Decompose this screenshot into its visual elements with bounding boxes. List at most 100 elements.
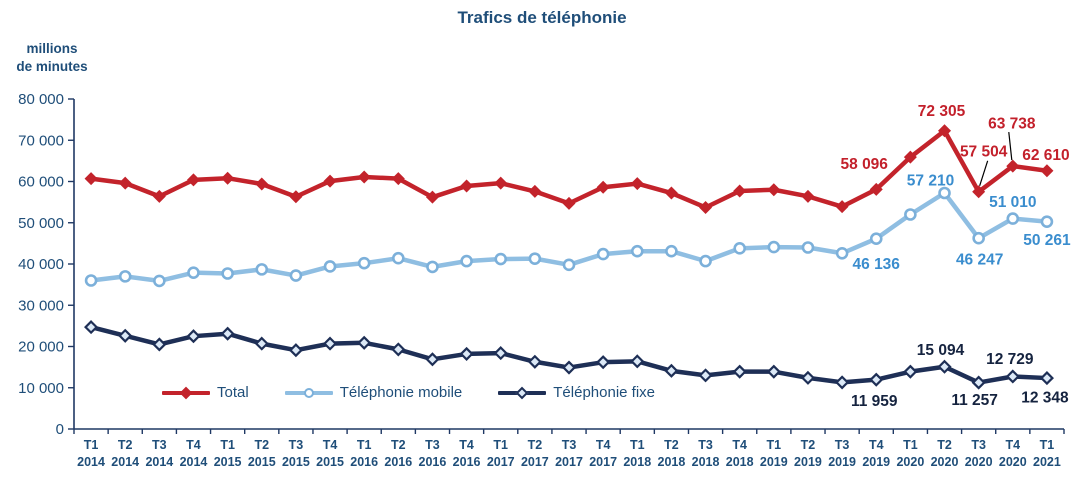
legend-item-total: Total — [162, 384, 249, 401]
data-point — [392, 251, 405, 265]
data-point — [84, 320, 99, 335]
data-point-label: 46 136 — [853, 256, 901, 273]
data-point — [1040, 164, 1054, 178]
data-point — [460, 179, 474, 193]
x-tick-year-label: 2015 — [282, 455, 310, 469]
y-tick-label: 70 000 — [18, 132, 64, 149]
total-line-swatch — [162, 386, 210, 399]
x-tick-year-label: 2016 — [453, 455, 481, 469]
data-point — [425, 190, 439, 204]
x-tick-quarter-label: T3 — [152, 438, 167, 452]
data-point — [357, 256, 371, 270]
data-point-label: 11 959 — [851, 393, 898, 410]
x-tick-year-label: 2020 — [999, 455, 1027, 469]
data-point-label: 12 729 — [986, 351, 1034, 368]
legend-label-fixe: Téléphonie fixe — [553, 384, 655, 401]
data-point — [665, 244, 678, 258]
data-point — [800, 370, 816, 385]
data-point-label: 12 348 — [1021, 390, 1069, 407]
data-point — [835, 200, 849, 214]
x-tick-year-label: 2017 — [521, 455, 549, 469]
data-point — [528, 184, 542, 198]
mobile-circle-marker-icon — [303, 387, 314, 398]
data-point — [186, 329, 201, 344]
data-point — [494, 176, 508, 190]
data-point — [221, 267, 234, 280]
data-point — [323, 260, 337, 273]
data-point — [391, 172, 405, 186]
x-tick-year-label: 2017 — [589, 455, 617, 469]
x-tick-quarter-label: T1 — [84, 438, 99, 452]
fixe-line-swatch — [498, 386, 547, 399]
data-point — [255, 263, 269, 276]
data-point — [323, 174, 337, 188]
data-point — [630, 244, 644, 258]
data-point — [835, 375, 850, 390]
x-tick-quarter-label: T4 — [732, 438, 747, 452]
data-point — [289, 190, 303, 204]
data-point — [733, 184, 747, 198]
data-point — [971, 375, 986, 390]
fixe-diamond-marker-icon — [515, 386, 529, 399]
x-tick-quarter-label: T3 — [698, 438, 713, 452]
data-point — [1040, 215, 1054, 228]
data-point-label: 57 210 — [907, 173, 954, 190]
x-tick-year-label: 2019 — [794, 455, 822, 469]
x-tick-quarter-label: T4 — [596, 438, 611, 452]
data-point — [903, 150, 917, 164]
data-point — [152, 337, 167, 352]
unit-line-1: millions — [26, 41, 78, 56]
x-tick-quarter-label: T1 — [630, 438, 645, 452]
data-point — [835, 246, 849, 260]
data-point — [972, 185, 986, 199]
x-tick-quarter-label: T3 — [971, 438, 986, 452]
data-point-label: 15 094 — [917, 342, 965, 359]
data-point — [528, 252, 542, 265]
x-tick-quarter-label: T2 — [528, 438, 543, 452]
data-point — [1006, 212, 1020, 225]
label-leader-line — [1008, 132, 1013, 161]
x-tick-year-label: 2019 — [760, 455, 788, 469]
y-tick-label: 40 000 — [18, 256, 64, 273]
legend-label-total: Total — [217, 384, 249, 401]
data-point — [357, 170, 371, 184]
data-point — [630, 354, 645, 369]
x-tick-quarter-label: T2 — [801, 438, 816, 452]
legend-item-fixe: Téléphonie fixe — [498, 384, 655, 401]
data-point — [459, 346, 474, 361]
x-tick-quarter-label: T2 — [254, 438, 269, 452]
data-point — [699, 200, 713, 214]
data-point — [84, 172, 98, 186]
x-tick-year-label: 2019 — [828, 455, 856, 469]
unit-line-2: de minutes — [16, 59, 88, 74]
y-tick-label: 80 000 — [18, 91, 64, 108]
data-point — [732, 364, 747, 379]
data-point — [596, 180, 610, 194]
data-point — [118, 270, 132, 283]
x-tick-quarter-label: T3 — [835, 438, 850, 452]
data-point — [562, 196, 576, 210]
data-point — [664, 186, 678, 200]
data-point — [187, 266, 200, 279]
data-point — [801, 241, 815, 254]
x-tick-quarter-label: T1 — [767, 438, 782, 452]
data-point — [801, 189, 815, 203]
data-point — [357, 335, 372, 350]
data-point — [664, 363, 679, 378]
data-point — [903, 364, 918, 379]
data-point — [937, 359, 952, 374]
data-point — [425, 352, 440, 367]
data-point — [186, 173, 200, 187]
x-tick-quarter-label: T4 — [459, 438, 474, 452]
data-point — [561, 360, 577, 375]
data-point — [322, 336, 338, 351]
x-tick-year-label: 2014 — [77, 455, 105, 469]
data-point — [869, 232, 883, 245]
total-diamond-marker-icon — [179, 386, 193, 399]
x-tick-year-label: 2018 — [658, 455, 686, 469]
data-point — [596, 247, 610, 261]
x-tick-year-label: 2015 — [248, 455, 276, 469]
x-tick-quarter-label: T4 — [1005, 438, 1020, 452]
legend: Total Téléphonie mobile Téléphonie fixe — [162, 384, 655, 401]
